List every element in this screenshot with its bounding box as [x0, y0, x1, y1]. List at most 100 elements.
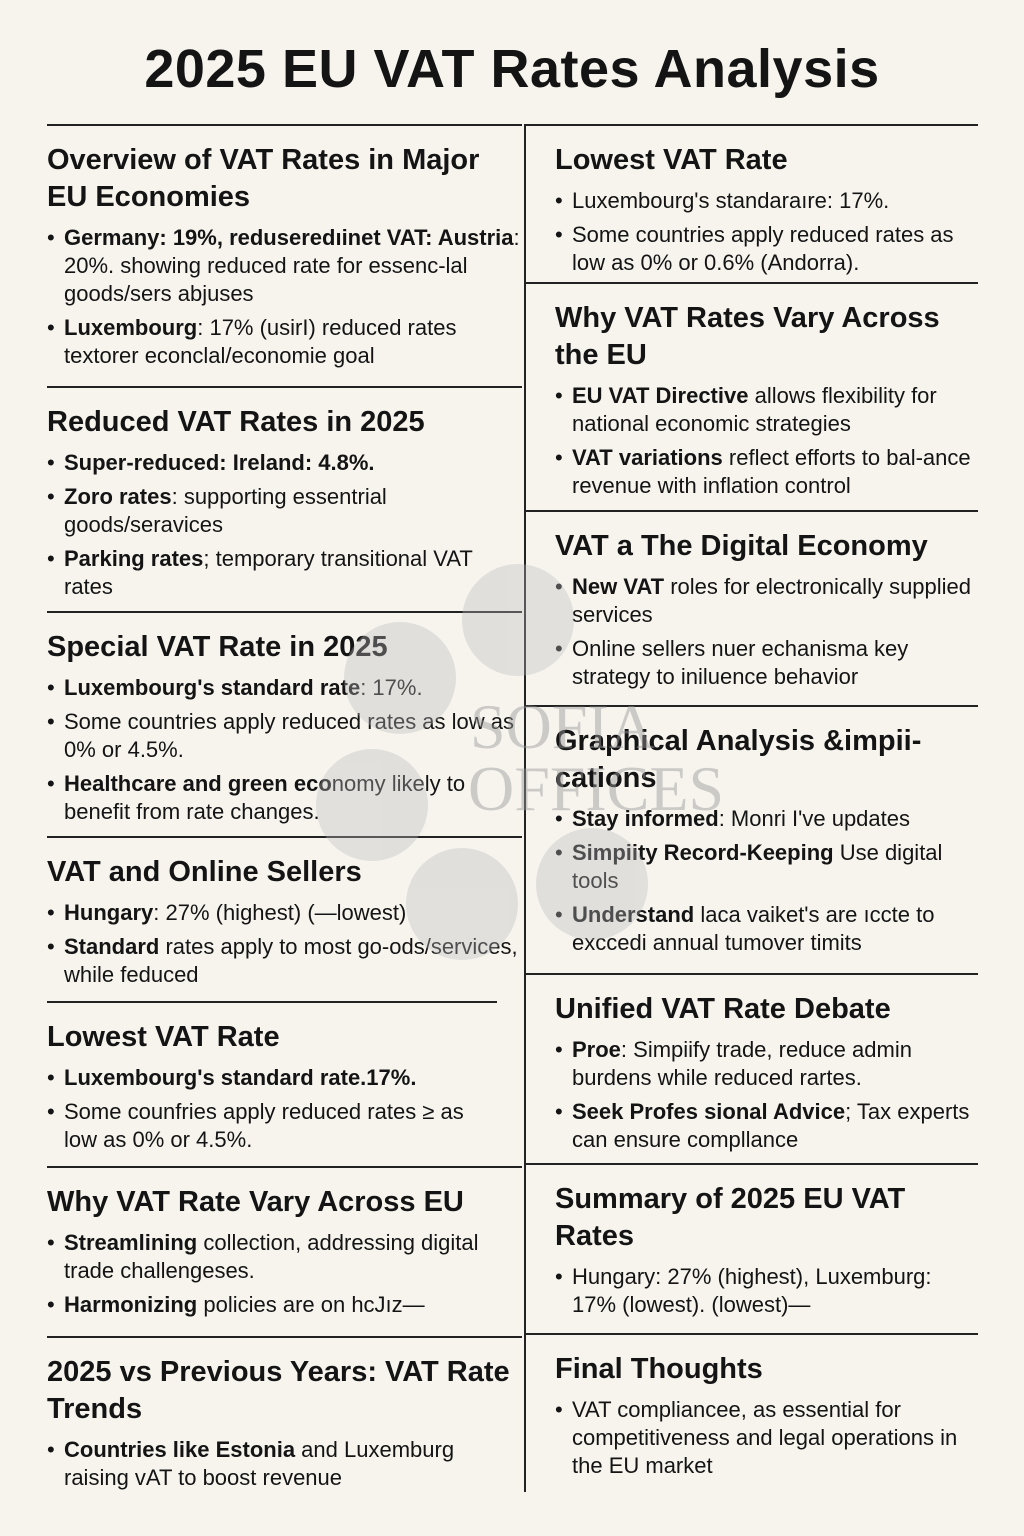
section-heading: Lowest VAT Rate — [555, 144, 788, 176]
section: Reduced VAT Rates in 2025 Super-reduced: … — [47, 386, 522, 611]
bullet: Luxembourg's standard rate.17%. — [47, 1064, 497, 1092]
bullet-bold: Proe — [572, 1037, 621, 1062]
bullet: Harmonizing policies are on hcJız— — [47, 1291, 522, 1319]
bullet-text: Luxembourg's standaraıre: 17%. — [572, 188, 890, 213]
bullet-bold: Healthcare and green eco — [64, 771, 332, 796]
section: Special VAT Rate in 2025 Luxembourg's sta… — [47, 611, 522, 836]
bullet-bold: Understand — [572, 902, 695, 927]
bullet-text: Use digital tools — [572, 840, 943, 893]
bullet-text: ; Tax experts can ensure compllance — [572, 1099, 970, 1152]
bullet-text: and Luxemburg raising vAT to boost reven… — [64, 1437, 455, 1490]
bullet-bold: Germany: 19%, reduseredıinet VAT: Austri… — [64, 225, 514, 250]
bullet: Some countries apply reduced rates as lo… — [555, 221, 978, 277]
bullet-text: collection, addressing digital trade cha… — [64, 1230, 479, 1283]
bullet-bold: Hungary — [64, 900, 154, 925]
bullet-bold: Simpiity Record-Keeping — [572, 840, 834, 865]
section: Why VAT Rates Vary Across the EU EU VAT D… — [526, 282, 978, 510]
bullet: Luxembourg: 17% (usirI) reduced rates te… — [47, 314, 522, 370]
bullet-bold: Harmonizing — [64, 1292, 198, 1317]
bullet: Hungary: 27% (highest) (—lowest) — [47, 899, 522, 927]
bullet: Parking rates; temporary transitional VA… — [47, 545, 522, 601]
section: Summary of 2025 EU VAT Rates Hungary: 27%… — [526, 1163, 978, 1333]
bullet-text: policies are on hcJız— — [197, 1292, 425, 1317]
bullet-bold: Seek Profes sional Advice — [572, 1099, 846, 1124]
bullet: Some counfries apply reduced rates ≥ as … — [47, 1098, 497, 1154]
bullet: Online sellers nuer echanisma key strate… — [555, 635, 978, 691]
section-heading: 2025 vs Previous Years: VAT Rate Trends — [47, 1356, 510, 1425]
bullet: Luxembourg's standaraıre: 17%. — [555, 187, 978, 215]
section: Why VAT Rate Vary Across EU Streamlining … — [47, 1166, 522, 1336]
section: 2025 vs Previous Years: VAT Rate Trends C… — [47, 1336, 522, 1492]
bullet-text: : 27% (highest) (—lowest) — [153, 900, 407, 925]
bullet: Standard rates apply to most go-ods/serv… — [47, 933, 522, 989]
bullet: Understand laca vaiket's are ıccte to ex… — [555, 901, 978, 957]
bullet-bold: Parking rates — [64, 546, 204, 571]
bullet-bold: Super-reduced: Ireland: 4.8%. — [64, 450, 375, 475]
bullet-text: Some countries apply reduced rates as lo… — [572, 222, 954, 275]
bullet-text: Online sellers nuer echanisma key strate… — [572, 636, 909, 689]
section-heading: Final Thoughts — [555, 1353, 763, 1385]
bullet: VAT compliancee, as essential for compet… — [555, 1396, 978, 1480]
bullet: Proe: Simpiify trade, reduce admin burde… — [555, 1036, 978, 1092]
section: Lowest VAT Rate Luxembourg's standaraıre:… — [526, 124, 978, 282]
bullet: Healthcare and green economy likely to b… — [47, 770, 522, 826]
bullet-text: Some countries apply reduced rates as lo… — [64, 709, 515, 762]
section-heading: Why VAT Rates Vary Across the EU — [555, 302, 940, 371]
bullet: Simpiity Record-Keeping Use digital tool… — [555, 839, 978, 895]
bullet-text: : supporting essentrial goods/seravices — [64, 484, 387, 537]
bullet-text: roles for electronically supplied servic… — [572, 574, 972, 627]
bullet-bold: Countries like Estonia — [64, 1437, 296, 1462]
section: VAT and Online Sellers Hungary: 27% (high… — [47, 836, 522, 1001]
section: VAT a The Digital Economy New VAT roles f… — [526, 510, 978, 705]
bullet-bold: EU VAT Directive — [572, 383, 749, 408]
bullet-text: reflect efforts to bal-ance revenue with… — [572, 445, 971, 498]
bullet-bold: Luxembourg — [64, 315, 198, 340]
bullet-text: : Simpiify trade, reduce admin burdens w… — [572, 1037, 912, 1090]
bullet-bold: VAT variations — [572, 445, 723, 470]
bullet: Hungary: 27% (highest), Luxemburg: 17% (… — [555, 1263, 978, 1319]
bullet-text: : 17%. — [360, 675, 423, 700]
bullet-text: ; temporary transitional VAT rates — [64, 546, 473, 599]
bullet-text: allows flexibility for national economic… — [572, 383, 937, 436]
bullet: Luxembourg's standard rate: 17%. — [47, 674, 522, 702]
bullet-text: rates apply to most go-ods/services, whi… — [64, 934, 518, 987]
section: Lowest VAT Rate Luxembourg's standard rat… — [47, 1001, 497, 1166]
right-column: Lowest VAT Rate Luxembourg's standaraıre:… — [524, 124, 978, 1492]
bullet: Seek Profes sional Advice; Tax experts c… — [555, 1098, 978, 1154]
bullet-bold: Zoro rates — [64, 484, 172, 509]
section-heading: Why VAT Rate Vary Across EU — [47, 1186, 464, 1218]
bullet-text: nomy likely to benefit from rate changes… — [64, 771, 466, 824]
section-heading: Reduced VAT Rates in 2025 — [47, 406, 425, 438]
bullet-text: laca vaiket's are ıccte to exccedi annua… — [572, 902, 935, 955]
section-heading: Graphical Analysis &impii-cations — [555, 725, 922, 794]
left-column: Overview of VAT Rates in Major EU Econom… — [47, 124, 522, 1492]
bullet-text: Some counfries apply reduced rates ≥ as … — [64, 1099, 464, 1152]
bullet-bold: New VAT — [572, 574, 665, 599]
bullet-text: : 17% (usirI) reduced rates textorer eco… — [64, 315, 457, 368]
section-heading: Lowest VAT Rate — [47, 1021, 280, 1053]
bullet-text: Hungary: 27% (highest), Luxemburg: 17% (… — [572, 1264, 932, 1317]
bullet-bold: Luxembourg's standard rate — [64, 675, 361, 700]
section-heading: Summary of 2025 EU VAT Rates — [555, 1183, 906, 1252]
bullet: EU VAT Directive allows flexibility for … — [555, 382, 978, 438]
section-heading: Special VAT Rate in 2025 — [47, 631, 388, 663]
section-heading: VAT and Online Sellers — [47, 856, 362, 888]
bullet-bold: Standard — [64, 934, 160, 959]
bullet: Super-reduced: Ireland: 4.8%. — [47, 449, 522, 477]
section: Unified VAT Rate Debate Proe: Simpiify tr… — [526, 973, 978, 1163]
section-heading: Unified VAT Rate Debate — [555, 993, 891, 1025]
section: Overview of VAT Rates in Major EU Econom… — [47, 124, 522, 386]
page-title: 2025 EU VAT Rates Analysis — [144, 39, 880, 99]
bullet: Germany: 19%, reduseredıinet VAT: Austri… — [47, 224, 522, 308]
bullet: Countries like Estonia and Luxemburg rai… — [47, 1436, 522, 1492]
bullet: Some countries apply reduced rates as lo… — [47, 708, 522, 764]
section-heading: Overview of VAT Rates in Major EU Econom… — [47, 144, 480, 213]
bullet: New VAT roles for electronically supplie… — [555, 573, 978, 629]
section: Final Thoughts VAT compliancee, as essent… — [526, 1333, 978, 1492]
bullet-bold: Stay informed — [572, 806, 719, 831]
section: Graphical Analysis &impii-cations Stay in… — [526, 705, 978, 973]
bullet-text: VAT compliancee, as essential for compet… — [572, 1397, 958, 1478]
section-heading: VAT a The Digital Economy — [555, 530, 928, 562]
bullet-bold: Luxembourg's standard rate.17%. — [64, 1065, 417, 1090]
